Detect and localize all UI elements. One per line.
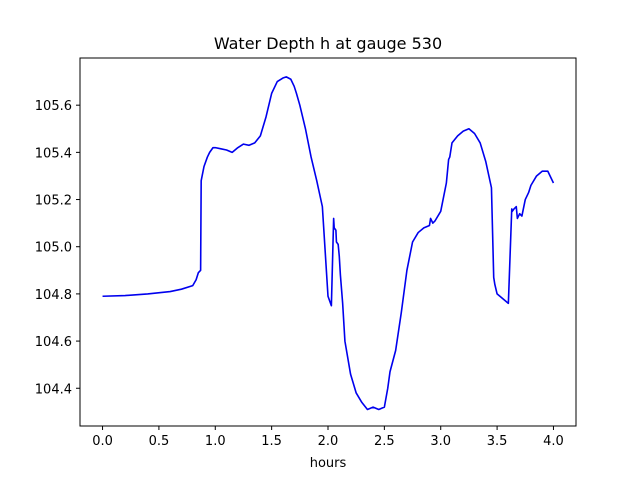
y-tick-label: 105.4 [35, 146, 72, 161]
y-tick-label: 104.8 [35, 288, 72, 303]
plot-area [79, 57, 577, 427]
x-tick-label: 3.5 [487, 434, 508, 449]
y-tick-label: 105.6 [35, 99, 72, 114]
x-tick-label: 1.5 [261, 434, 282, 449]
x-tick-label: 2.5 [374, 434, 395, 449]
x-tick-label: 1.0 [205, 434, 226, 449]
x-tick-label: 3.0 [430, 434, 451, 449]
x-axis-ticks: 0.0 0.5 1.0 1.5 2.0 2.5 3.0 3.5 4.0 [92, 426, 564, 449]
y-axis-ticks: 104.4 104.6 104.8 105.0 105.2 105.4 105.6 [35, 99, 80, 397]
series-line-0 [102, 76, 555, 411]
x-tick-label: 2.0 [318, 434, 339, 449]
y-tick-label: 104.4 [35, 382, 72, 397]
x-tick-label: 4.0 [543, 434, 564, 449]
chart-title: Water Depth h at gauge 530 [214, 34, 442, 53]
x-tick-label: 0.0 [92, 434, 113, 449]
axes-frame [79, 57, 577, 427]
y-tick-label: 105.2 [35, 194, 72, 209]
y-tick-label: 104.6 [35, 335, 72, 350]
x-tick-label: 0.5 [149, 434, 170, 449]
x-axis-label: hours [310, 456, 347, 471]
y-tick-label: 105.0 [35, 241, 72, 256]
